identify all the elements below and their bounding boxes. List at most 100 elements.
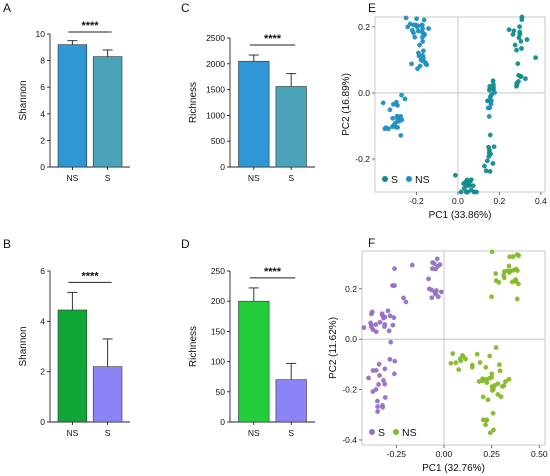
- legend-marker-ns: [406, 176, 412, 182]
- point-ns: [498, 394, 504, 400]
- point-s: [429, 287, 435, 293]
- y-tick-label: 0.0: [345, 334, 357, 344]
- point-ns: [412, 34, 418, 40]
- y-tick-label: 0: [40, 417, 45, 427]
- y-tick-label: 2500: [206, 33, 225, 43]
- point-s: [511, 28, 517, 34]
- point-ns: [483, 422, 488, 428]
- point-ns: [477, 360, 483, 365]
- point-s: [373, 329, 379, 335]
- bar-ns: [57, 309, 88, 423]
- point-s: [392, 266, 397, 272]
- y-tick-label: 0.2: [345, 284, 357, 294]
- point-s: [373, 322, 379, 327]
- point-ns: [453, 360, 459, 366]
- panel-letter-f: F: [368, 236, 375, 250]
- point-s: [519, 17, 525, 23]
- point-s: [487, 169, 493, 174]
- point-s: [376, 382, 381, 387]
- point-ns: [411, 22, 417, 28]
- point-ns: [421, 48, 426, 54]
- point-s: [379, 312, 385, 318]
- point-s: [491, 86, 496, 92]
- point-s: [409, 262, 415, 268]
- point-s: [387, 313, 393, 319]
- point-ns: [513, 266, 519, 272]
- x-tick-label: 0.00: [436, 449, 453, 459]
- point-ns: [402, 96, 408, 102]
- point-s: [435, 294, 441, 300]
- point-ns: [419, 22, 425, 28]
- y-axis-title: Shannon: [18, 326, 29, 366]
- point-s: [434, 256, 440, 262]
- point-s: [375, 409, 381, 414]
- panel-c: C 0 500 1000 1500 2000 2500 Richness NS S ****: [181, 1, 315, 183]
- point-s: [390, 322, 396, 328]
- x-tick-label: 0.50: [531, 449, 548, 459]
- bar-ns: [57, 44, 88, 168]
- point-s: [388, 339, 394, 345]
- point-ns: [426, 26, 432, 31]
- y-tick-label: 1000: [206, 110, 225, 120]
- legend-label-s: S: [378, 427, 385, 439]
- point-s: [387, 356, 393, 362]
- x-tick-label: 0.25: [483, 449, 500, 459]
- y-tick-label: 2: [40, 135, 45, 145]
- significance-label: ****: [264, 266, 282, 278]
- y-axis-title: Richness: [188, 82, 199, 123]
- point-s: [382, 395, 388, 400]
- bar-ns: [238, 300, 270, 423]
- y-tick-label: 10: [36, 29, 46, 39]
- y-tick-label: 0: [220, 162, 225, 172]
- point-ns: [395, 116, 400, 122]
- y-tick-label: -0.2: [342, 385, 357, 395]
- point-ns: [501, 383, 507, 389]
- point-s: [466, 182, 472, 187]
- y-tick-label: 2: [40, 367, 45, 377]
- point-ns: [495, 392, 501, 397]
- y-tick-label: 6: [40, 82, 45, 92]
- point-s: [523, 76, 528, 82]
- point-s: [490, 78, 496, 84]
- point-ns: [493, 345, 499, 350]
- point-s: [482, 163, 487, 169]
- point-ns: [405, 24, 411, 30]
- point-s: [403, 299, 409, 305]
- point-ns: [502, 269, 507, 274]
- y-tick-label: 0: [220, 417, 225, 427]
- point-s: [391, 371, 397, 377]
- point-ns: [480, 394, 486, 400]
- point-s: [366, 375, 371, 381]
- y-tick-label: 4: [40, 109, 45, 119]
- point-ns: [417, 63, 423, 69]
- point-ns: [398, 133, 404, 138]
- y-tick-label: 4: [40, 316, 45, 326]
- point-s: [380, 404, 386, 410]
- point-ns: [393, 99, 399, 105]
- bar-ns: [238, 60, 270, 168]
- significance-label: ****: [81, 20, 99, 32]
- x-tick-label: NS: [66, 428, 78, 438]
- point-ns: [496, 279, 502, 285]
- point-ns: [411, 30, 416, 36]
- point-s: [430, 266, 435, 272]
- point-s: [514, 82, 520, 88]
- legend-marker-s: [369, 429, 375, 435]
- point-ns: [493, 271, 499, 276]
- point-ns: [490, 384, 496, 390]
- point-ns: [485, 105, 491, 111]
- y-tick-label: 250: [211, 266, 225, 276]
- point-s: [381, 378, 386, 383]
- point-s: [474, 189, 479, 195]
- significance-label: ****: [81, 270, 99, 282]
- point-s: [375, 398, 380, 404]
- point-s: [490, 161, 496, 166]
- point-s: [385, 308, 391, 314]
- point-s: [486, 154, 492, 159]
- point-ns: [516, 253, 522, 258]
- point-s: [464, 189, 470, 195]
- x-tick-label: -0.25: [387, 449, 407, 459]
- point-s: [515, 61, 521, 66]
